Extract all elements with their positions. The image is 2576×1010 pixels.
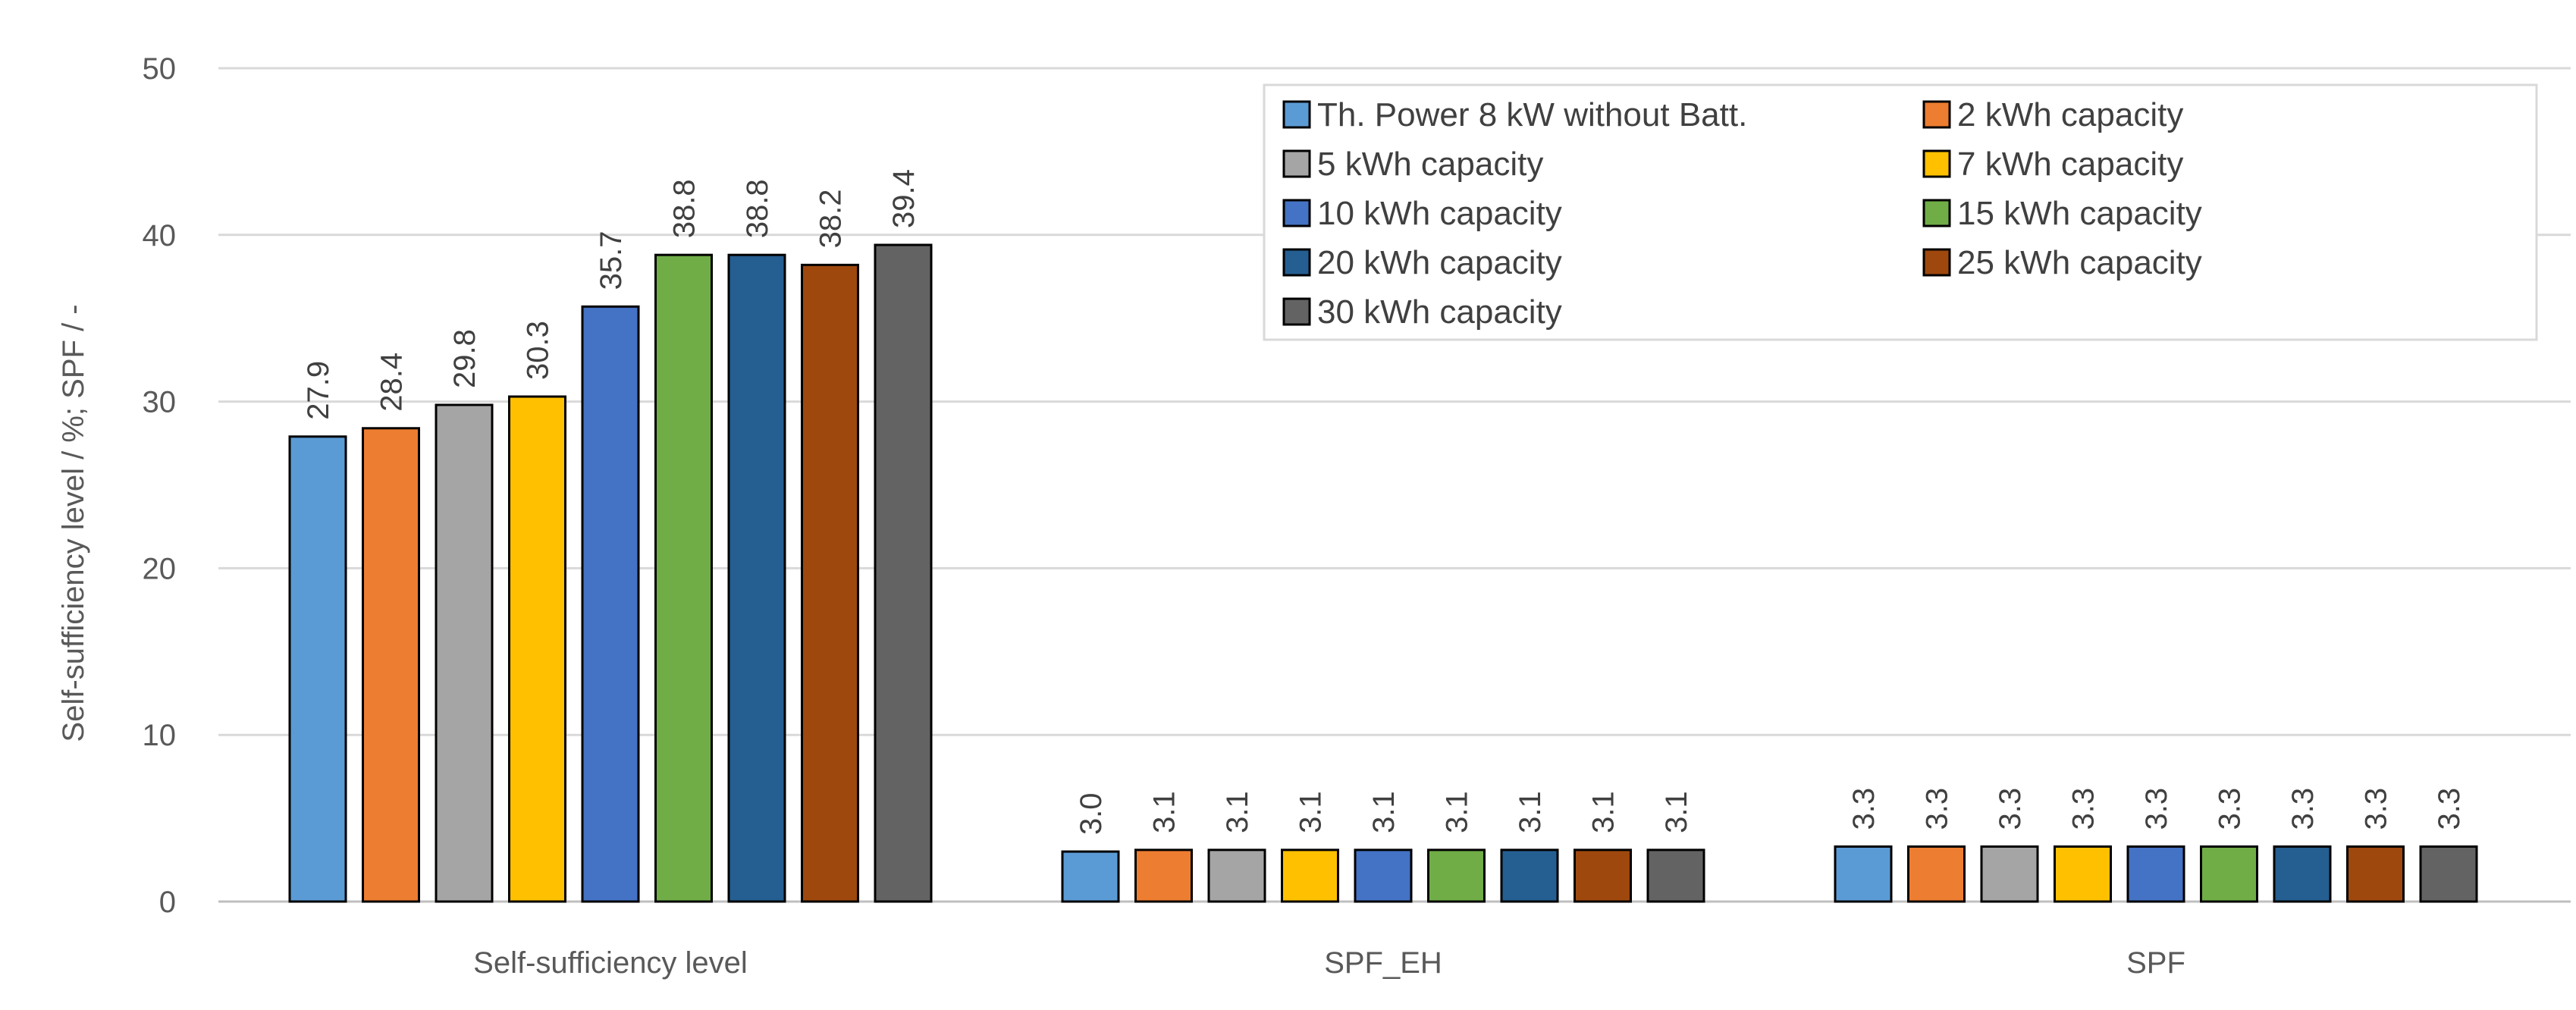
data-label: 28.4 <box>375 353 409 412</box>
data-label: 3.1 <box>1441 791 1474 833</box>
data-label: 3.1 <box>1514 791 1547 833</box>
legend: Th. Power 8 kW without Batt. 2 kWh capaci… <box>1263 83 2538 341</box>
y-axis-ticks: 0 10 20 30 40 50 <box>143 52 177 919</box>
legend-swatch <box>1922 149 1951 178</box>
bar <box>2200 845 2258 903</box>
data-label: 35.7 <box>595 231 628 290</box>
data-label: 27.9 <box>302 361 335 420</box>
bar <box>2346 845 2405 903</box>
data-label: 30.3 <box>522 321 555 380</box>
legend-swatch <box>1282 297 1311 326</box>
bar <box>1134 848 1193 903</box>
data-label: 3.3 <box>1994 788 2027 830</box>
y-tick-label: 10 <box>143 719 177 752</box>
legend-swatch <box>1282 199 1311 227</box>
y-tick-label: 50 <box>143 52 177 86</box>
bar <box>2419 845 2478 903</box>
x-tick-label: SPF_EH <box>1324 946 1442 980</box>
bar <box>1907 845 1966 903</box>
y-axis-title: Self-sufficiency level / %; SPF / - <box>57 304 90 742</box>
bar <box>654 253 713 903</box>
y-tick-label: 30 <box>143 386 177 419</box>
data-labels: 27.9 3.0 3.3 28.4 3.1 3.3 29.8 3.1 3.3 30.3 3.1 3.3… <box>302 169 2466 835</box>
legend-box <box>1263 83 2538 341</box>
bar <box>1207 848 1266 903</box>
bar <box>1980 845 2039 903</box>
bar <box>1281 848 1339 903</box>
bar <box>874 243 933 903</box>
data-label: 3.1 <box>1294 791 1328 833</box>
bar <box>362 427 420 903</box>
legend-swatch <box>1922 100 1951 129</box>
bar <box>508 395 566 903</box>
data-label: 3.3 <box>2360 788 2393 830</box>
data-label: 3.1 <box>1587 791 1621 833</box>
data-label: 3.3 <box>2140 788 2173 830</box>
data-label: 29.8 <box>448 329 482 388</box>
data-label: 3.3 <box>1921 788 1954 830</box>
bar <box>1646 848 1705 903</box>
legend-swatch <box>1922 199 1951 227</box>
bar-series <box>288 243 2478 903</box>
legend-label: 2 kWh capacity <box>1957 96 2183 133</box>
data-label: 3.0 <box>1075 792 1108 835</box>
y-tick-label: 20 <box>143 552 177 585</box>
bar <box>1061 850 1120 903</box>
data-label: 39.4 <box>887 169 921 228</box>
bar <box>801 263 859 903</box>
bar <box>581 305 640 903</box>
legend-label: 7 kWh capacity <box>1957 146 2183 183</box>
legend-label: 5 kWh capacity <box>1317 146 1543 183</box>
bar <box>727 253 786 903</box>
data-label: 3.3 <box>2433 788 2466 830</box>
y-tick-label: 40 <box>143 219 177 252</box>
data-label: 3.3 <box>2067 788 2101 830</box>
legend-swatch <box>1282 248 1311 277</box>
bar <box>288 435 347 903</box>
data-label: 3.1 <box>1148 791 1181 833</box>
bar <box>2273 845 2332 903</box>
data-label: 3.1 <box>1221 791 1254 833</box>
bar <box>1427 848 1486 903</box>
x-tick-label: SPF <box>2126 946 2185 980</box>
y-tick-label: 0 <box>159 886 176 919</box>
data-label: 3.3 <box>1847 788 1881 830</box>
data-label: 3.1 <box>1660 791 1693 833</box>
legend-label: 20 kWh capacity <box>1317 244 1562 281</box>
legend-swatch <box>1282 100 1311 129</box>
legend-label: Th. Power 8 kW without Batt. <box>1317 96 1747 133</box>
data-label: 3.3 <box>2286 788 2320 830</box>
legend-label: 10 kWh capacity <box>1317 195 1562 232</box>
bar <box>1354 848 1413 903</box>
data-label: 38.8 <box>668 179 701 238</box>
legend-swatch <box>1922 248 1951 277</box>
data-label: 3.1 <box>1367 791 1401 833</box>
bar <box>1500 848 1559 903</box>
legend-swatch <box>1282 149 1311 178</box>
bar <box>435 403 494 903</box>
legend-label: 15 kWh capacity <box>1957 195 2202 232</box>
bar <box>2126 845 2185 903</box>
data-label: 38.2 <box>814 190 848 249</box>
data-label: 38.8 <box>741 179 774 238</box>
data-label: 3.3 <box>2214 788 2247 830</box>
bar <box>2054 845 2112 903</box>
bar <box>1834 845 1893 903</box>
bar <box>1574 848 1632 903</box>
legend-label: 30 kWh capacity <box>1317 293 1562 331</box>
x-axis-ticks: Self-sufficiency level SPF_EH SPF <box>473 946 2185 980</box>
x-tick-label: Self-sufficiency level <box>473 946 748 980</box>
legend-label: 25 kWh capacity <box>1957 244 2202 281</box>
